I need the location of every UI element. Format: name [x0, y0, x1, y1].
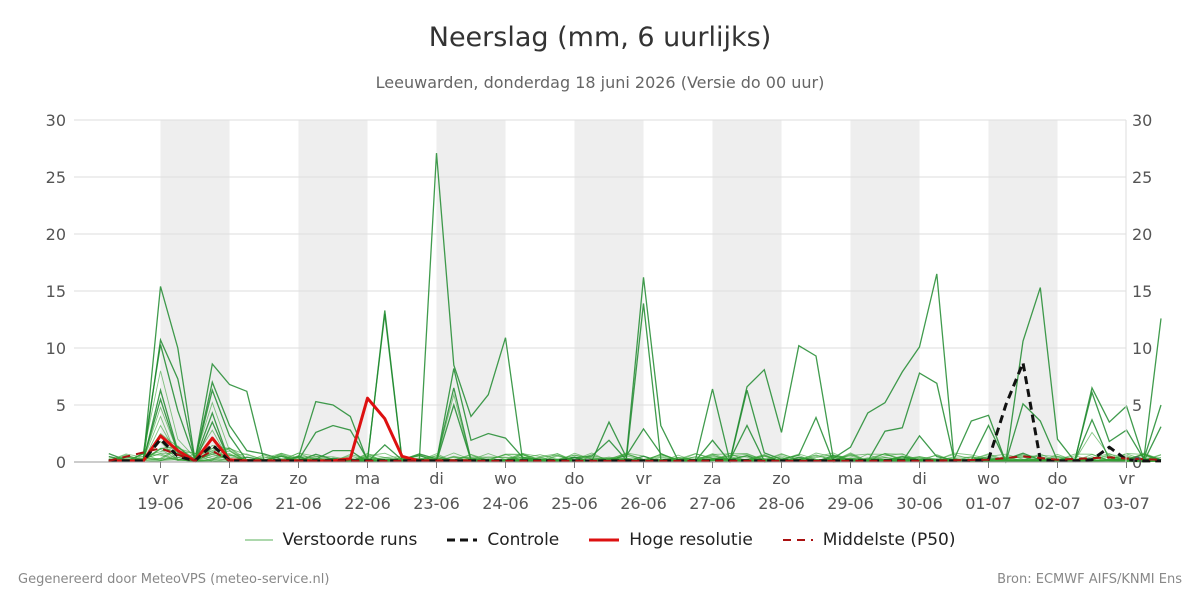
legend-control-swatch [447, 538, 478, 542]
legend-item-control[interactable]: Controle [447, 530, 559, 550]
x-tick-day: wo [494, 469, 517, 488]
legend-hires-swatch [589, 538, 620, 542]
x-tick-date: 26-06 [620, 494, 667, 513]
y-tick-label-right: 5 [1132, 396, 1142, 415]
x-tick-day: vr [635, 469, 651, 488]
y-tick-label-right: 0 [1132, 453, 1142, 472]
x-tick-day: di [912, 469, 927, 488]
x-tick-day: za [220, 469, 238, 488]
x-tick-day: wo [977, 469, 1000, 488]
x-tick-date: 30-06 [896, 494, 943, 513]
legend-control-label: Controle [487, 530, 560, 550]
y-tick-label-right: 10 [1132, 339, 1152, 358]
x-tick-date: 24-06 [482, 494, 529, 513]
x-tick-date: 28-06 [758, 494, 805, 513]
x-tick-date: 20-06 [206, 494, 253, 513]
x-tick-date: 23-06 [413, 494, 460, 513]
legend-ensemble-label: Verstoorde runs [282, 530, 418, 550]
x-tick-date: 27-06 [689, 494, 736, 513]
y-tick-label-right: 25 [1132, 168, 1152, 187]
footer-generated-by: Gegenereerd door MeteoVPS (meteo-service… [18, 572, 330, 587]
legend-item-median[interactable]: Middelste (P50) [782, 530, 956, 550]
x-tick-day: do [565, 469, 585, 488]
x-tick-date: 03-07 [1103, 494, 1150, 513]
chart-legend: Verstoorde runs Controle Hoge resolutie … [0, 530, 1200, 550]
x-tick-day: vr [152, 469, 168, 488]
legend-hires-label: Hoge resolutie [629, 530, 753, 550]
y-tick-label-left: 20 [46, 225, 66, 244]
x-tick-date: 19-06 [137, 494, 184, 513]
y-tick-label-left: 5 [56, 396, 66, 415]
x-tick-day: za [703, 469, 721, 488]
x-tick-day: zo [772, 469, 790, 488]
chart-title: Neerslag (mm, 6 uurlijks) [428, 22, 772, 53]
legend-median-swatch [782, 539, 813, 541]
y-tick-label-left: 30 [46, 111, 66, 130]
x-tick-date: 21-06 [275, 494, 322, 513]
legend-item-hires[interactable]: Hoge resolutie [589, 530, 753, 550]
x-tick-day: di [429, 469, 444, 488]
y-tick-label-right: 15 [1132, 282, 1152, 301]
x-tick-date: 01-07 [965, 494, 1012, 513]
x-tick-day: ma [355, 469, 380, 488]
y-tick-label-left: 25 [46, 168, 66, 187]
x-tick-day: zo [289, 469, 307, 488]
x-tick-date: 22-06 [344, 494, 391, 513]
chart-subtitle: Leeuwarden, donderdag 18 juni 2026 (Vers… [375, 73, 825, 92]
legend-item-ensemble[interactable]: Verstoorde runs [244, 530, 418, 550]
legend-ensemble-swatch [244, 539, 273, 541]
x-tick-day: do [1048, 469, 1068, 488]
x-tick-date: 02-07 [1034, 494, 1081, 513]
y-tick-label-right: 30 [1132, 111, 1152, 130]
x-tick-date: 29-06 [827, 494, 874, 513]
x-tick-day: vr [1118, 469, 1134, 488]
x-tick-date: 25-06 [551, 494, 598, 513]
x-tick-day: ma [838, 469, 863, 488]
y-tick-label-right: 20 [1132, 225, 1152, 244]
footer-source: Bron: ECMWF AIFS/KNMI Ens [997, 572, 1182, 587]
y-tick-label-left: 15 [46, 282, 66, 301]
median-series-line [108, 447, 1162, 462]
legend-median-label: Middelste (P50) [822, 530, 956, 550]
y-tick-label-left: 0 [56, 453, 66, 472]
y-tick-label-left: 10 [46, 339, 66, 358]
